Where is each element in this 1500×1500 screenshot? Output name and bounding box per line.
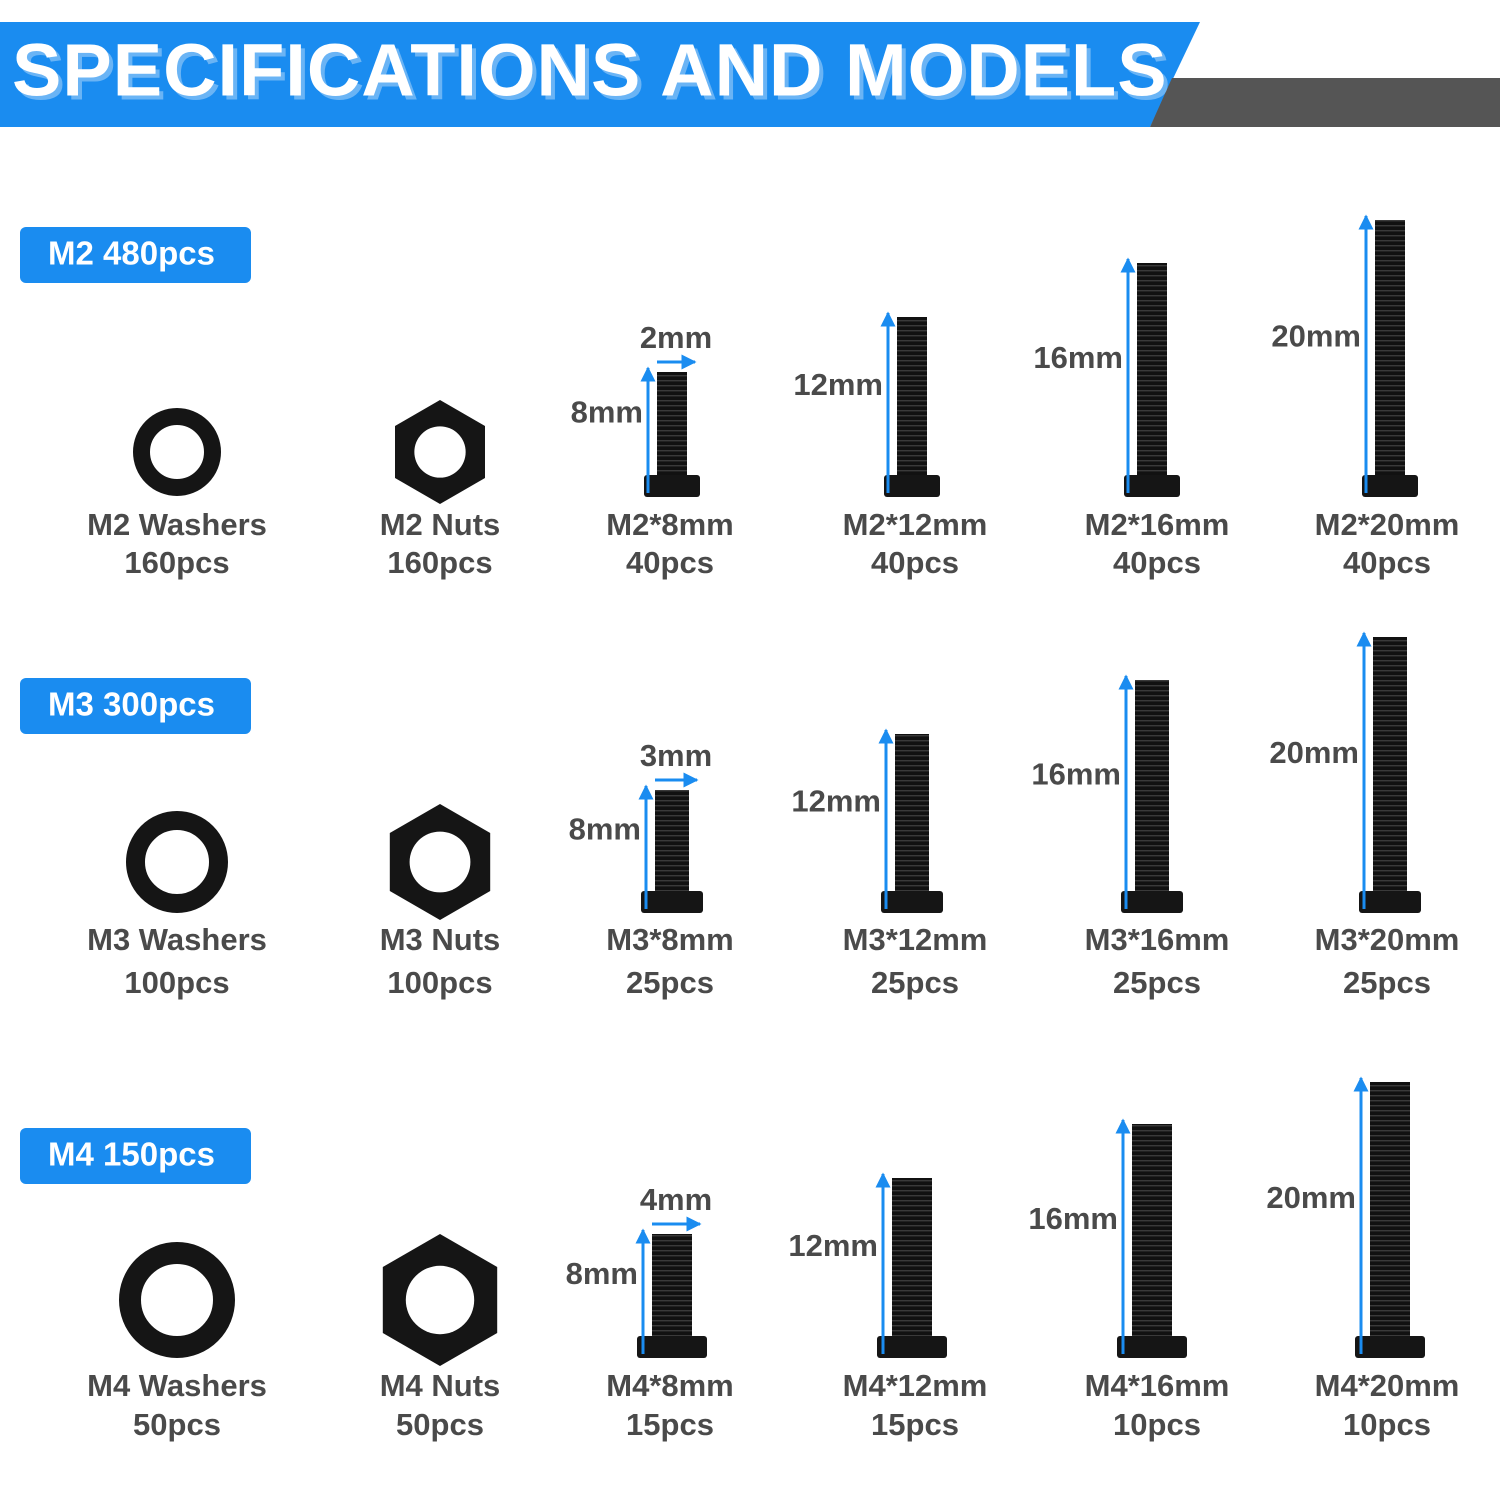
length-label: 16mm [1031, 757, 1121, 792]
item-count: 40pcs [1343, 545, 1431, 580]
bolt-head [644, 475, 700, 497]
bolt-head [1355, 1336, 1425, 1358]
item-count: 40pcs [626, 545, 714, 580]
bolt-head [1359, 891, 1421, 913]
nut-hole [414, 426, 466, 478]
bolt-head [1362, 475, 1418, 497]
bolt-head [1124, 475, 1180, 497]
item-name: M3*12mm [843, 922, 988, 957]
item-name: M3 Nuts [380, 922, 501, 957]
section-badge-label: M2 480pcs [48, 235, 215, 272]
item-count: 25pcs [1113, 965, 1201, 1000]
bolt-head [877, 1336, 947, 1358]
diameter-label: 3mm [640, 738, 712, 773]
washer [119, 1242, 235, 1358]
item-name: M3*16mm [1085, 922, 1230, 957]
bolt-shaft [1370, 1082, 1410, 1336]
item-count: 10pcs [1113, 1407, 1201, 1442]
diameter-label: 2mm [640, 320, 712, 355]
item-name: M2 Washers [87, 507, 267, 542]
header-gray-bar [1150, 78, 1500, 127]
nut-hole [405, 1265, 475, 1335]
washer [126, 811, 228, 913]
section-badge-label: M3 300pcs [48, 686, 215, 723]
length-label: 16mm [1033, 340, 1123, 375]
length-label: 8mm [566, 1256, 638, 1291]
item-name: M3*20mm [1315, 922, 1460, 957]
bolt-shaft [1375, 220, 1405, 475]
item-name: M2*8mm [606, 507, 734, 542]
item-count: 40pcs [871, 545, 959, 580]
bolt-shaft [657, 372, 687, 475]
item-count: 160pcs [387, 545, 492, 580]
item-name: M4*8mm [606, 1368, 734, 1403]
item-count: 40pcs [1113, 545, 1201, 580]
length-label: 12mm [793, 367, 883, 402]
item-name: M2*16mm [1085, 507, 1230, 542]
item-name: M3*8mm [606, 922, 734, 957]
header-band [0, 22, 1200, 127]
length-label: 8mm [569, 812, 641, 847]
bolt-shaft [1137, 263, 1167, 475]
length-label: 20mm [1271, 319, 1361, 354]
bolt-shaft [1373, 637, 1407, 891]
bolt-shaft [1132, 1124, 1172, 1336]
bolt-head [884, 475, 940, 497]
length-label: 12mm [788, 1228, 878, 1263]
length-label: 8mm [571, 395, 643, 430]
item-name: M2*12mm [843, 507, 988, 542]
nut-hole [409, 831, 471, 893]
title-shadow: SPECIFICATIONS AND MODELS [16, 33, 1172, 116]
title: SPECIFICATIONS AND MODELS [12, 29, 1168, 112]
washer [133, 408, 221, 496]
item-count: 100pcs [124, 965, 229, 1000]
length-label: 20mm [1269, 735, 1359, 770]
item-count: 10pcs [1343, 1407, 1431, 1442]
bolt-head [1121, 891, 1183, 913]
section-badge [20, 1128, 251, 1184]
bolt-head [1117, 1336, 1187, 1358]
item-count: 50pcs [133, 1407, 221, 1442]
diameter-label: 4mm [640, 1182, 712, 1217]
section-badge [20, 678, 251, 734]
bolt-shaft [652, 1234, 692, 1336]
item-count: 50pcs [396, 1407, 484, 1442]
item-name: M4*12mm [843, 1368, 988, 1403]
section-badge-label: M4 150pcs [48, 1136, 215, 1173]
item-name: M2*20mm [1315, 507, 1460, 542]
item-count: 15pcs [871, 1407, 959, 1442]
bolt-shaft [655, 790, 689, 891]
item-count: 25pcs [1343, 965, 1431, 1000]
item-name: M4*20mm [1315, 1368, 1460, 1403]
item-count: 25pcs [871, 965, 959, 1000]
length-label: 12mm [791, 784, 881, 819]
item-name: M2 Nuts [380, 507, 501, 542]
item-count: 25pcs [626, 965, 714, 1000]
bolt-shaft [895, 734, 929, 891]
length-label: 16mm [1028, 1201, 1118, 1236]
bolt-shaft [897, 317, 927, 475]
bolt-shaft [1135, 680, 1169, 891]
bolt-head [641, 891, 703, 913]
item-count: 160pcs [124, 545, 229, 580]
item-name: M4*16mm [1085, 1368, 1230, 1403]
item-name: M4 Washers [87, 1368, 267, 1403]
section-badge [20, 227, 251, 283]
item-name: M3 Washers [87, 922, 267, 957]
bolt-head [637, 1336, 707, 1358]
bolt-head [881, 891, 943, 913]
item-count: 15pcs [626, 1407, 714, 1442]
bolt-shaft [892, 1178, 932, 1336]
item-name: M4 Nuts [380, 1368, 501, 1403]
item-count: 100pcs [387, 965, 492, 1000]
length-label: 20mm [1266, 1180, 1356, 1215]
